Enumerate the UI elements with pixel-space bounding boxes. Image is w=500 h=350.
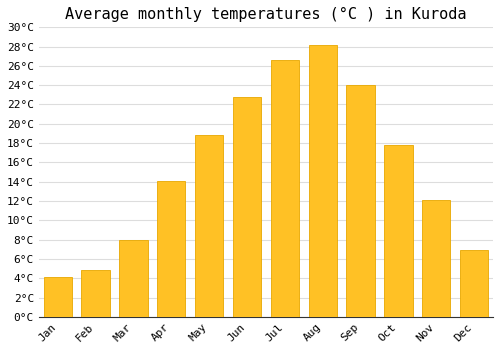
Title: Average monthly temperatures (°C ) in Kuroda: Average monthly temperatures (°C ) in Ku… [65,7,466,22]
Bar [119,240,148,317]
Bar [308,45,337,317]
Bar [157,181,186,317]
Bar [195,135,224,317]
Bar [384,145,412,317]
Bar [422,200,450,317]
Bar [82,271,110,317]
Bar [460,250,488,317]
Bar [346,85,375,317]
Bar [44,277,72,317]
Bar [233,97,261,317]
Bar [270,60,299,317]
